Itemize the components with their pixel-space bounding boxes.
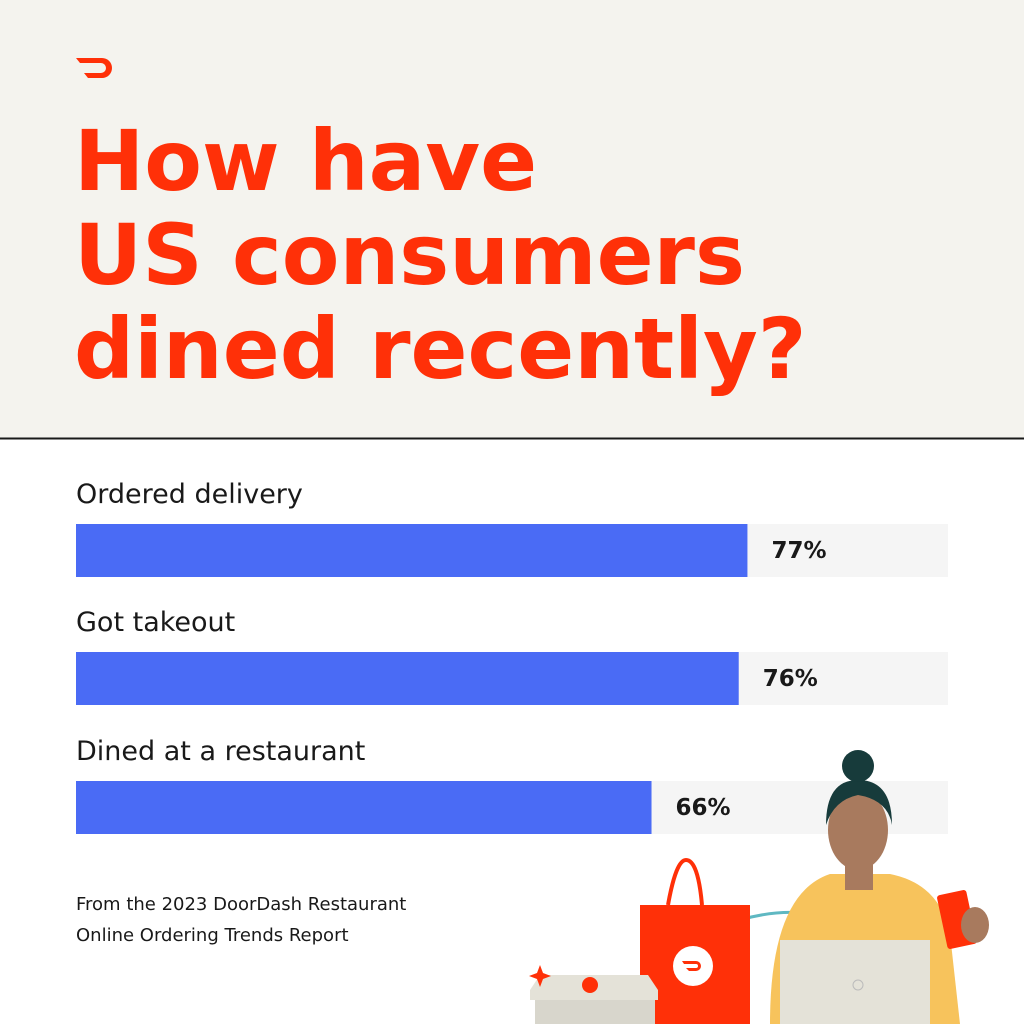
source-line: From the 2023 DoorDash Restaurant [76,894,406,915]
title-line: How have [74,112,537,210]
value-label: 77% [771,538,826,564]
title-line: US consumers [74,206,745,304]
category-label: Got takeout [76,607,235,638]
value-label: 66% [676,795,731,821]
illustration [529,750,989,1024]
bar [76,781,652,834]
source-line: Online Ordering Trends Report [76,925,349,946]
bar-chart: Ordered delivery 77% Got takeout 76% Dined a… [76,479,948,834]
category-label: Dined at a restaurant [76,736,365,767]
bar [76,652,739,705]
title-line: dined recently? [74,300,806,398]
source-note: From the 2023 DoorDash Restaurant Online … [76,894,406,946]
header-background [0,0,1024,438]
logo [76,58,112,78]
bar [76,524,748,577]
category-label: Ordered delivery [76,479,303,510]
value-label: 76% [763,666,818,692]
